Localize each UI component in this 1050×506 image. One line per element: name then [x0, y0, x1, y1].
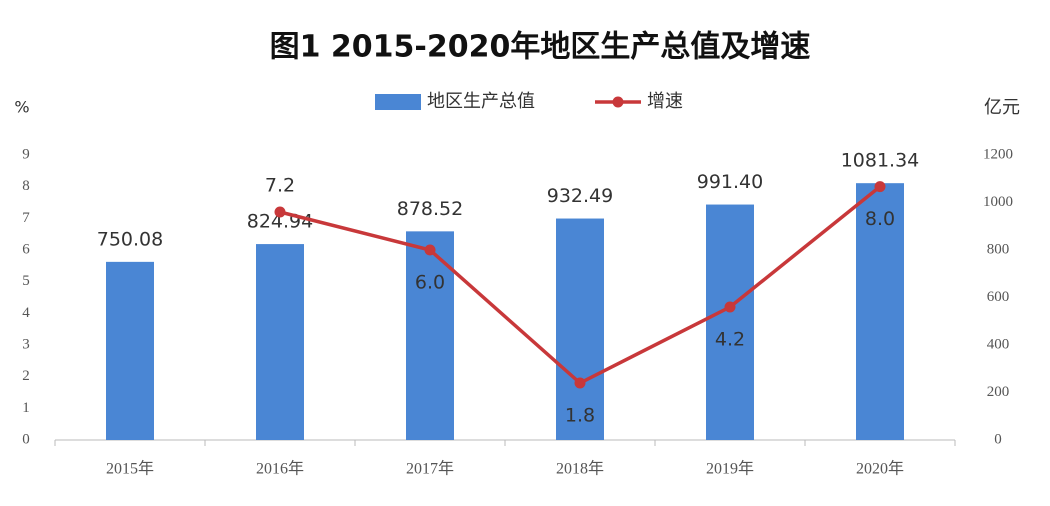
line-value-label: 8.0	[865, 208, 895, 230]
bar	[556, 218, 604, 440]
legend-label: 增速	[647, 91, 683, 112]
bar-value-label: 991.40	[697, 171, 763, 193]
line-value-label: 4.2	[715, 329, 745, 351]
line-point	[874, 181, 886, 193]
bar	[106, 261, 154, 440]
line-value-label: 6.0	[415, 272, 445, 294]
bar	[256, 244, 304, 440]
bar-value-label: 1081.34	[841, 150, 920, 172]
line-point	[574, 377, 586, 389]
y2-tick-label: 200	[987, 384, 1010, 400]
y-tick-label: 9	[22, 146, 30, 162]
x-tick-label: 2019年	[706, 460, 754, 478]
x-tick-label: 2016年	[256, 460, 304, 478]
bar-value-label: 750.08	[97, 228, 163, 250]
x-tick-label: 2017年	[406, 460, 454, 478]
y-tick-label: 8	[22, 178, 30, 194]
x-tick-label: 2015年	[106, 460, 154, 478]
y-tick-label: 4	[22, 305, 30, 321]
x-tick-label: 2020年	[856, 460, 904, 478]
bar-value-label: 878.52	[397, 198, 463, 220]
y2-tick-label: 400	[987, 336, 1010, 352]
bar	[856, 183, 904, 440]
chart-title: 图1 2015-2020年地区生产总值及增速	[270, 30, 811, 65]
y2-tick-label: 1200	[983, 146, 1013, 162]
y-tick-label: 5	[22, 273, 30, 289]
y-tick-label: 7	[22, 210, 30, 226]
x-tick-label: 2018年	[556, 460, 604, 478]
line-point	[724, 301, 736, 313]
bar-value-label: 932.49	[547, 185, 613, 207]
y-tick-label: 0	[22, 431, 30, 447]
line-point	[274, 206, 286, 218]
legend-swatch	[612, 96, 624, 108]
line-point	[424, 244, 436, 256]
y2-axis-label: 亿元	[984, 97, 1020, 118]
line-value-label: 7.2	[265, 175, 295, 197]
legend-swatch	[375, 94, 421, 110]
y2-tick-label: 800	[987, 241, 1010, 257]
line-value-label: 1.8	[565, 405, 595, 427]
y2-tick-label: 0	[994, 431, 1002, 447]
legend-label: 地区生产总值	[427, 91, 535, 112]
y2-tick-label: 600	[987, 289, 1010, 305]
y-tick-label: 2	[22, 368, 30, 384]
y-tick-label: 6	[22, 241, 30, 257]
y-axis-label: %	[14, 98, 29, 117]
bar	[706, 204, 754, 440]
y-tick-label: 1	[22, 400, 30, 416]
y-tick-label: 3	[22, 336, 30, 352]
y2-tick-label: 1000	[983, 194, 1013, 210]
